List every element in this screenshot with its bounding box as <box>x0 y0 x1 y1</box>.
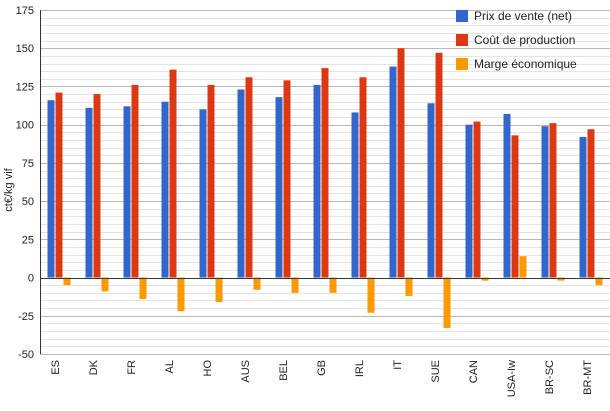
x-tick-label: CAN <box>468 360 480 383</box>
bar-GB-marge <box>329 277 337 293</box>
bar-USA-Iw-cout <box>511 135 519 278</box>
bar-FR-marge <box>139 277 147 299</box>
y-tick-label: 100 <box>16 120 34 132</box>
x-tick-label: HO <box>202 360 214 377</box>
bar-IRL-marge <box>367 277 375 313</box>
legend-swatch <box>456 58 468 70</box>
bar-GB-cout <box>321 68 329 278</box>
bars <box>47 48 603 329</box>
bar-SUE-marge <box>443 277 451 329</box>
y-tick-label: 0 <box>28 273 34 285</box>
y-tick-label: 150 <box>16 43 34 55</box>
bar-HO-cout <box>207 84 215 278</box>
y-tick-label: 25 <box>22 234 34 246</box>
legend-swatch <box>456 34 468 46</box>
legend-label: Marge économique <box>474 57 577 71</box>
x-tick-label: BR-MT <box>582 360 594 395</box>
x-tick-label: GB <box>316 360 328 376</box>
y-tick-label: -50 <box>18 349 34 361</box>
bar-BR-MT-cout <box>587 129 595 278</box>
y-tick-label: 125 <box>16 81 34 93</box>
bar-IT-marge <box>405 277 413 296</box>
bar-HO-prix <box>199 109 207 278</box>
bar-BEL-cout <box>283 80 291 278</box>
x-tick-label: ES <box>50 360 62 375</box>
bar-SUE-cout <box>435 52 443 278</box>
bar-BR-MT-marge <box>595 277 603 286</box>
x-tick-label: DK <box>88 359 100 375</box>
bar-BR-SC-prix <box>541 126 549 278</box>
x-tick-label: IRL <box>354 360 366 377</box>
bar-AUS-marge <box>253 277 261 290</box>
bar-SUE-prix <box>427 103 435 278</box>
bar-ES-cout <box>55 92 63 278</box>
x-tick-label: USA-Iw <box>506 360 518 397</box>
bar-IT-cout <box>397 48 405 278</box>
x-tick-label: AL <box>164 360 176 373</box>
bar-BR-SC-marge <box>557 277 565 281</box>
axes <box>40 10 610 354</box>
x-tick-label: AUS <box>240 360 252 383</box>
bar-DK-cout <box>93 94 101 278</box>
bar-AL-marge <box>177 277 185 312</box>
bar-USA-Iw-prix <box>503 113 511 278</box>
bar-IRL-prix <box>351 112 359 278</box>
x-tick-label: SUE <box>430 360 442 383</box>
legend-label: Coût de production <box>474 33 575 47</box>
bar-ES-prix <box>47 100 55 278</box>
y-tick-label: 75 <box>22 158 34 170</box>
bar-BEL-marge <box>291 277 299 293</box>
bar-BEL-prix <box>275 97 283 278</box>
x-tick-label: FR <box>126 360 138 375</box>
y-tick-label: 50 <box>22 196 34 208</box>
bar-CAN-prix <box>465 124 473 278</box>
x-tick-labels: ES DK FR AL HO AUS BEL GB IRL IT SUE CAN USA-Iw BR-SC… <box>50 359 594 397</box>
y-tick-labels: 175 150 125 100 75 50 25 0 -25 -50 <box>16 5 34 361</box>
bar-BR-MT-prix <box>579 136 587 278</box>
bar-FR-cout <box>131 84 139 278</box>
bar-CAN-cout <box>473 121 481 278</box>
legend-label: Prix de vente (net) <box>474 9 572 23</box>
bar-FR-prix <box>123 106 131 278</box>
bar-CAN-marge <box>481 277 489 281</box>
y-axis-label: ct€/kg vif <box>3 167 15 211</box>
legend: Prix de vente (net) Coût de production Mar… <box>456 9 577 71</box>
bar-AUS-prix <box>237 89 245 278</box>
bar-AL-cout <box>169 69 177 278</box>
bar-AL-prix <box>161 101 169 278</box>
bar-AUS-cout <box>245 77 253 278</box>
bar-GB-prix <box>313 84 321 278</box>
y-tick-label: 175 <box>16 5 34 17</box>
bar-IT-prix <box>389 66 397 278</box>
x-tick-label: BR-SC <box>544 360 556 394</box>
y-tick-label: -25 <box>18 311 34 323</box>
x-tick-label: IT <box>392 360 404 370</box>
legend-swatch <box>456 10 468 22</box>
bar-HO-marge <box>215 277 223 303</box>
bar-IRL-cout <box>359 77 367 278</box>
x-tick-label: BEL <box>278 360 290 381</box>
bar-BR-SC-cout <box>549 123 557 278</box>
bar-DK-prix <box>85 107 93 278</box>
bar-USA-Iw-marge <box>519 256 527 278</box>
bar-DK-marge <box>101 277 109 292</box>
bar-ES-marge <box>63 277 71 286</box>
